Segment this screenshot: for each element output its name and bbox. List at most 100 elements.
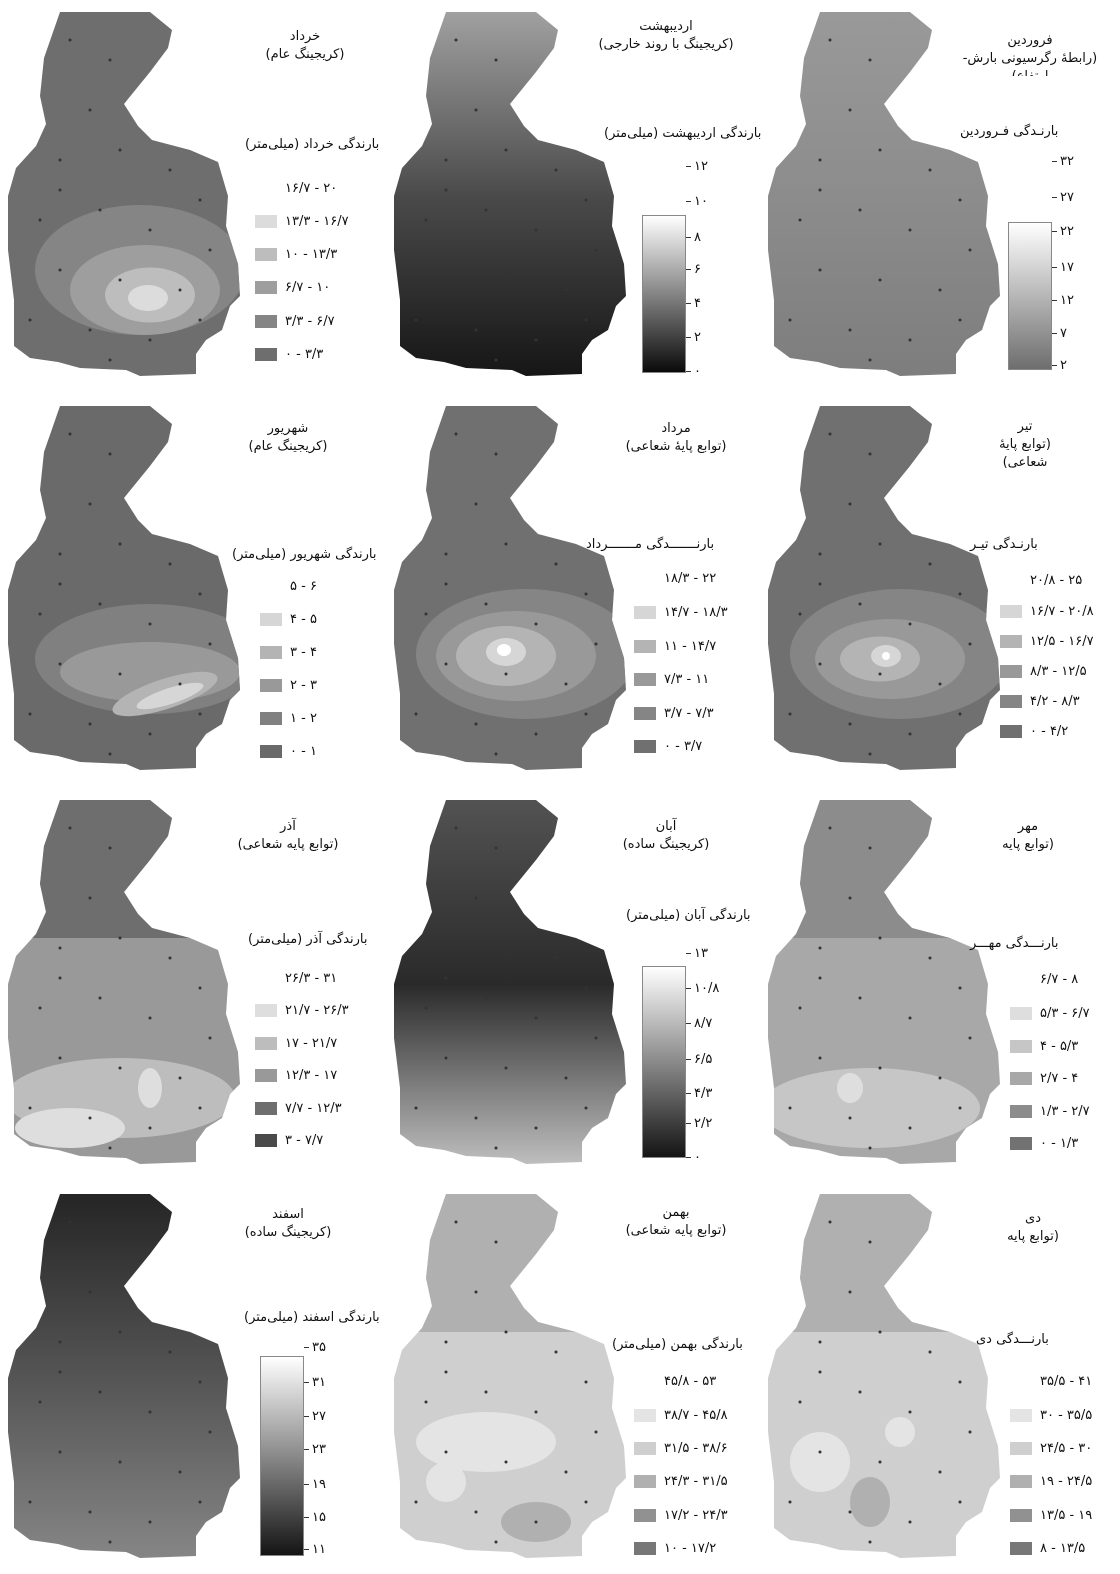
map-aban xyxy=(394,800,626,1164)
legend-swatch xyxy=(1010,1441,1032,1455)
panel-ordibehesht: اردیبهشت (کریجینگ با روند خارجی) بارندگی… xyxy=(386,0,761,393)
legend-swatch xyxy=(255,1101,277,1115)
panel-title: آذر (توابع پایه شعاعی) xyxy=(237,819,339,852)
legend-label: ۳۸/۷ - ۴۵/۸ xyxy=(664,1407,728,1423)
legend-swatch xyxy=(634,572,656,585)
legend-tick: ۱۰/۸ xyxy=(686,981,719,996)
legend-class: ۰ - ۱/۳ xyxy=(1010,1135,1078,1151)
legend-tick: ۶ xyxy=(686,262,701,277)
legend-swatch xyxy=(1000,574,1022,587)
legend-class: ۱۶/۷ - ۲۰ xyxy=(255,180,337,196)
legend-tick: ۲۳ xyxy=(304,1442,326,1457)
legend-tick: ۰ xyxy=(686,1150,701,1165)
legend-swatch xyxy=(255,314,277,328)
legend-tick: ۱۹ xyxy=(304,1477,326,1492)
legend-class: ۲/۷ - ۴ xyxy=(1010,1070,1078,1086)
panel-mehr: مهر (توابع پایه بارنـــدگی مهـــر ۶/۷ - … xyxy=(760,788,1120,1181)
legend-class: ۱۴/۷ - ۱۸/۳ xyxy=(634,604,728,620)
legend-label: ۳ - ۴ xyxy=(290,644,317,660)
panel-farvardin: فروردین (رابطهٔ رگرسیونی بارش- ارتفاع) ب… xyxy=(760,0,1120,393)
panel-title: اردیبهشت (کریجینگ با روند خارجی) xyxy=(598,19,734,52)
map-bahman xyxy=(394,1194,626,1558)
legend-label: ۱۰ - ۱۷/۲ xyxy=(664,1540,717,1556)
legend-swatch xyxy=(260,744,282,758)
legend-swatch xyxy=(255,1003,277,1017)
map-dey xyxy=(768,1194,1000,1558)
legend-swatch xyxy=(1010,1006,1032,1020)
panel-title: خرداد (کریجینگ عام) xyxy=(265,29,345,62)
legend-label: ۳ - ۷/۷ xyxy=(285,1132,324,1148)
legend-label: ۱۸/۳ - ۲۲ xyxy=(664,570,717,586)
map-tir xyxy=(768,406,1000,770)
legend-label: ۱۶/۷ - ۲۰/۸ xyxy=(1030,603,1094,619)
legend-class: ۱۹ - ۲۴/۵ xyxy=(1010,1473,1092,1489)
legend-tick: ۸ xyxy=(686,230,701,245)
legend-label: ۱۳/۳ - ۱۶/۷ xyxy=(285,213,349,229)
legend-class: ۵/۳ - ۶/۷ xyxy=(1010,1005,1090,1021)
legend-tick: ۴ xyxy=(686,296,701,311)
panel-title: اسفند (کریجینگ ساده) xyxy=(244,1207,332,1240)
map-shahrivar xyxy=(8,406,240,770)
legend-class: ۱/۳ - ۲/۷ xyxy=(1010,1103,1090,1119)
legend-label: ۴ - ۵/۳ xyxy=(1040,1038,1079,1054)
legend-class: ۵ - ۶ xyxy=(260,578,317,594)
legend-class: ۳/۷ - ۷/۳ xyxy=(634,705,714,721)
legend-class: ۳۵/۵ - ۴۱ xyxy=(1010,1373,1092,1389)
legend-class: ۷/۷ - ۱۲/۳ xyxy=(255,1100,342,1116)
legend-swatch xyxy=(255,1068,277,1082)
legend-tick: ۲۷ xyxy=(1052,190,1074,205)
legend-label: ۵ - ۶ xyxy=(290,578,317,594)
legend-tick: ۲/۲ xyxy=(686,1116,712,1131)
legend-swatch xyxy=(260,645,282,659)
legend-swatch xyxy=(634,1408,656,1422)
legend-swatch xyxy=(634,706,656,720)
legend-label: ۱ - ۲ xyxy=(290,710,317,726)
legend-class: ۱ - ۲ xyxy=(260,710,317,726)
legend-tick: ۳۱ xyxy=(304,1375,326,1390)
legend-tick: ۲۲ xyxy=(1052,224,1074,239)
legend-swatch xyxy=(1010,1408,1032,1422)
legend-class: ۴ - ۵ xyxy=(260,611,317,627)
legend-label: ۲۴/۵ - ۳۰ xyxy=(1040,1440,1093,1456)
legend-swatch xyxy=(634,605,656,619)
legend-swatch xyxy=(1000,694,1022,708)
legend-swatch xyxy=(634,639,656,653)
legend-label: ۰ - ۳/۳ xyxy=(285,346,324,362)
legend-class: ۳/۳ - ۶/۷ xyxy=(255,313,335,329)
legend-tick: ۱۳ xyxy=(686,946,708,961)
panel-tir: تیر (توابع پایهٔ شعاعی) بارنـدگی تیـر ۲۰… xyxy=(760,394,1120,787)
legend-swatch xyxy=(634,1441,656,1455)
legend-class: ۱۰ - ۱۷/۲ xyxy=(634,1540,716,1556)
legend-label: ۷/۷ - ۱۲/۳ xyxy=(285,1100,342,1116)
panel-shahrivar: شهریور (کریجینگ عام) بارندگی شهریور (میل… xyxy=(0,394,377,787)
legend-label: ۰ - ۱ xyxy=(290,743,317,759)
legend-label: ۱/۳ - ۲/۷ xyxy=(1040,1103,1090,1119)
legend-title: بارندگی آبان (میلی‌متر) xyxy=(626,908,751,923)
legend-class: ۳۱/۵ - ۳۸/۶ xyxy=(634,1440,728,1456)
legend-swatch xyxy=(1000,724,1022,738)
panel-title: تیر (توابع پایهٔ شعاعی) xyxy=(999,419,1051,470)
legend-swatch xyxy=(255,972,277,985)
legend-swatch xyxy=(634,672,656,686)
legend-ramp xyxy=(642,966,686,1158)
legend-swatch xyxy=(260,612,282,626)
legend-swatch xyxy=(260,580,282,593)
legend-title: بارندگی شهریور (میلی‌متر) xyxy=(232,547,377,562)
legend-class: ۳ - ۴ xyxy=(260,644,317,660)
legend-swatch xyxy=(1000,634,1022,648)
legend-class: ۱۸/۳ - ۲۲ xyxy=(634,570,716,586)
legend-class: ۴ - ۵/۳ xyxy=(1010,1038,1078,1054)
legend-label: ۱۶/۷ - ۲۰ xyxy=(285,180,338,196)
legend-class: ۱۲/۵ - ۱۶/۷ xyxy=(1000,633,1094,649)
panel-title: شهریور (کریجینگ عام) xyxy=(248,421,328,454)
legend-class: ۰ - ۳/۳ xyxy=(255,346,323,362)
legend-tick: ۲ xyxy=(686,330,701,345)
legend-label: ۲/۷ - ۴ xyxy=(1040,1070,1079,1086)
legend-tick: ۱۷ xyxy=(1052,260,1074,275)
panel-bahman: بهمن (توابع پایه شعاعی) بارندگی بهمن (می… xyxy=(386,1182,759,1574)
legend-class: ۱۰ - ۱۳/۳ xyxy=(255,246,337,262)
legend-swatch xyxy=(634,1375,656,1388)
legend-label: ۴ - ۵ xyxy=(290,611,317,627)
legend-tick: ۸/۷ xyxy=(686,1016,712,1031)
